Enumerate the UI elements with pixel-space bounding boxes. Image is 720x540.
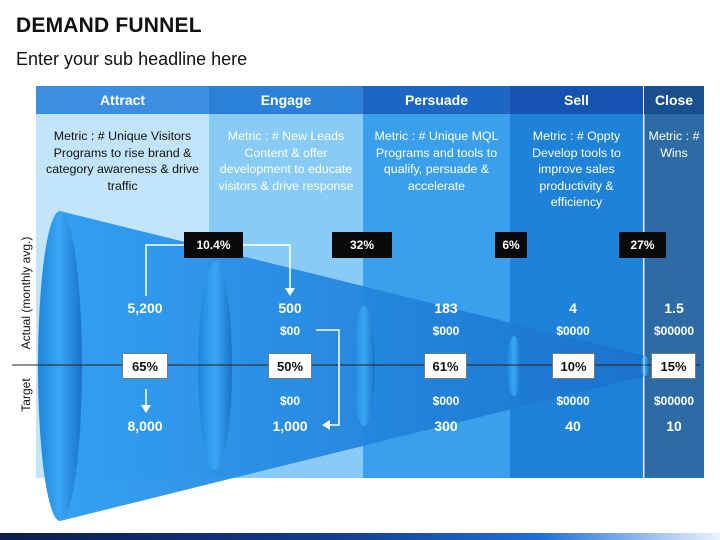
column-close: Close Metric : # Wins [644,86,704,478]
funnel-ring-attract [38,211,82,521]
funnel-ring-engage [198,262,232,470]
arrow-head-bottom [322,420,330,430]
actual-money-value: $0000 [556,324,590,338]
actual-money-value: $00 [279,324,301,338]
column-metric-attract: Metric : # Unique Visitors Programs to r… [46,129,199,193]
page-subtitle: Enter your sub headline here [16,49,248,69]
stage-rate-box: 6% [495,232,527,258]
connector-arrow-bottom [316,329,340,426]
target-value: 8,000 [127,418,163,434]
side-label-actual: Actual (monthly avg.) [19,236,33,350]
target-value: 10 [666,418,682,434]
actual-money-value: $00000 [653,324,695,338]
column-header-engage: Engage [209,86,363,114]
conversion-box: 10% [552,353,595,379]
conversion-box: 15% [651,353,696,379]
column-metric-close: Metric : # Wins [648,129,700,160]
stage-rate-box: 10.4% [184,232,243,258]
conversion-box: 50% [268,353,312,379]
stage-rate-box: 32% [332,232,392,258]
funnel-ring-persuade [353,306,375,426]
target-value: 300 [434,418,458,434]
column-metric-engage: Metric : # New Leads Content & offer dev… [218,129,354,193]
actual-value: 183 [434,300,458,316]
conversion-box: 61% [424,353,467,379]
actual-value: 5,200 [127,300,163,316]
target-money-value: $000 [432,394,460,408]
target-money-value: $00000 [653,394,695,408]
column-header-attract: Attract [36,86,209,114]
arrow-head-top [285,288,295,296]
target-money-value: $00 [279,394,301,408]
column-sell: Sell Metric : # Oppty Develop tools to i… [510,86,643,478]
stage-rate-box: 27% [619,232,666,258]
arrow-head-attract [141,405,151,413]
page-title: DEMAND FUNNEL [16,14,202,37]
actual-money-value: $000 [432,324,460,338]
column-metric-sell: Metric : # Oppty Develop tools to improv… [532,129,621,209]
side-label-target: Target [19,378,33,412]
actual-value: 500 [278,300,302,316]
funnel-ring-sell [507,336,521,396]
column-header-persuade: Persuade [363,86,510,114]
target-value: 1,000 [272,418,308,434]
funnel-ring-close [641,356,649,376]
target-value: 40 [565,418,581,434]
column-metric-persuade: Metric : # Unique MQL Programs and tools… [374,129,499,193]
conversion-box: 65% [122,353,168,379]
actual-value: 1.5 [664,300,684,316]
footer-bar [0,533,720,540]
column-header-close: Close [644,86,704,114]
target-money-value: $0000 [556,394,590,408]
actual-value: 4 [569,300,577,316]
column-header-sell: Sell [510,86,643,114]
